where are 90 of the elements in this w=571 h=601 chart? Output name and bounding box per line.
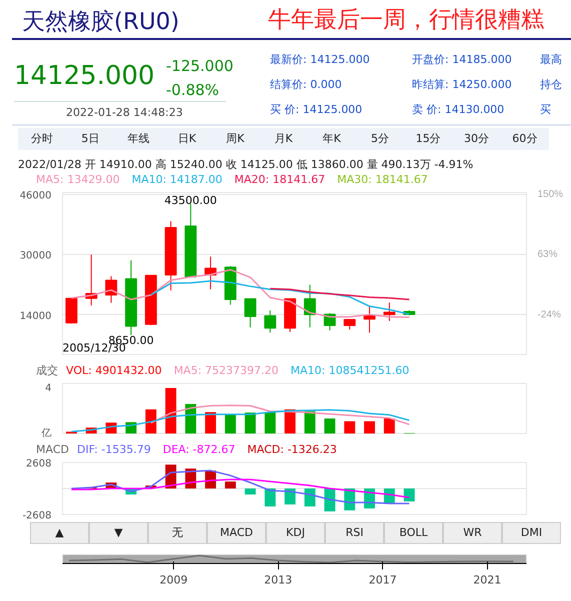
text: 日K — [176, 131, 198, 147]
y2-tick-label: -24% — [538, 309, 561, 320]
text: MA20: 18141.67 — [234, 173, 326, 186]
text: RSI — [325, 522, 384, 544]
text: BOLL — [384, 522, 443, 544]
y-tick-label: 30000 — [20, 250, 52, 262]
text: 牛年最后一周，行情很糟糕 — [268, 6, 544, 35]
chart-title: 成交 — [36, 364, 58, 377]
bar — [224, 414, 236, 434]
line-series — [70, 470, 410, 504]
text: 年线 — [126, 131, 151, 147]
text: MA5: 75237397.20 — [174, 364, 279, 377]
bar — [264, 488, 276, 506]
candlestick — [383, 302, 396, 322]
text: 周K — [225, 131, 246, 147]
text: WR — [443, 522, 502, 544]
text: 月K — [273, 131, 294, 147]
text: ▼ — [89, 522, 148, 544]
bar — [145, 409, 156, 434]
bar — [404, 488, 415, 502]
text: ▲ — [30, 522, 89, 544]
y2-tick-label: 63% — [538, 249, 558, 260]
bar — [244, 488, 256, 494]
text: 卖 价: 14130.000 — [412, 102, 504, 118]
text: 30分 — [463, 131, 490, 147]
text: 持仓 — [540, 77, 562, 93]
text: 14125.000 — [14, 60, 155, 93]
chart-subtitle: 2022/01/28 开 14910.00 高 15240.00 收 14125.00 低 13860.00 量 490.13万 -4.91% — [18, 157, 474, 173]
bar — [224, 482, 236, 488]
line-series — [269, 288, 410, 300]
text: 买 — [540, 102, 551, 118]
text: DIF: -1535.79 — [76, 443, 151, 456]
text: MA10: 14187.00 — [132, 173, 222, 186]
text: 分时 — [30, 131, 54, 147]
text: MA10: 108541251.60 — [290, 364, 410, 377]
bar — [324, 418, 336, 434]
y2-tick-label: 150% — [538, 188, 564, 200]
text: -0.88% — [166, 80, 220, 101]
y-tick-label: 14000 — [20, 310, 52, 322]
text: MACD: -1326.23 — [247, 443, 337, 456]
candlestick — [304, 284, 316, 328]
text: 开盘价: 14185.000 — [412, 52, 512, 68]
x-tick-label: 2013 — [264, 574, 292, 586]
bar — [244, 412, 256, 434]
chart-title: MACD — [36, 443, 69, 456]
line-series — [70, 478, 410, 498]
text: MA5: 13429.00 — [36, 173, 120, 186]
text: KDJ — [266, 522, 325, 544]
bar — [284, 488, 296, 504]
text: 60分 — [511, 131, 538, 147]
text: MACD — [207, 522, 266, 544]
y-axis-title: 亿 — [40, 428, 52, 439]
text: 最新价: 14125.000 — [270, 52, 370, 68]
legend-label: MA30: 18141.67 — [337, 173, 428, 186]
x-tick-label: 2021 — [473, 574, 502, 586]
candlestick — [264, 310, 276, 334]
text: 4 — [45, 383, 52, 394]
bar — [205, 412, 216, 434]
annotation: 43500.00 — [164, 194, 217, 207]
text: 年K — [322, 131, 342, 147]
text: 5分 — [370, 131, 390, 147]
text: 天然橡胶(RU0) — [22, 8, 180, 37]
y-tick-label: 46000 — [20, 190, 52, 202]
text: DEA: -872.67 — [162, 443, 236, 456]
y-tick-label: 2608 — [26, 458, 52, 470]
text: 结算价: 0.000 — [270, 77, 342, 93]
bar — [284, 409, 296, 434]
bar — [344, 421, 356, 434]
bar — [165, 388, 176, 434]
text: 最高 — [540, 52, 562, 68]
text: 无 — [148, 522, 207, 544]
x-tick-label: 2017 — [368, 574, 397, 586]
bar — [304, 411, 316, 434]
bar — [264, 412, 276, 434]
text: -125.000 — [166, 56, 234, 77]
text: DMI — [502, 522, 561, 544]
bar — [304, 488, 316, 506]
text: 昨结算: 14250.000 — [412, 77, 512, 93]
series-label: VOL: 4901432.00 — [66, 364, 162, 377]
bar — [364, 421, 375, 434]
text: 买 价: 14125.000 — [270, 102, 362, 118]
bar — [384, 418, 395, 434]
text: 15分 — [414, 131, 442, 147]
candlestick — [244, 298, 256, 328]
text: 5日 — [80, 131, 100, 147]
y-tick-label: -2608 — [22, 510, 52, 522]
x-tick-label: 2009 — [160, 574, 188, 586]
candlestick — [344, 318, 356, 330]
text: 2022-01-28 14:48:23 — [66, 105, 183, 121]
line-series — [150, 280, 410, 315]
